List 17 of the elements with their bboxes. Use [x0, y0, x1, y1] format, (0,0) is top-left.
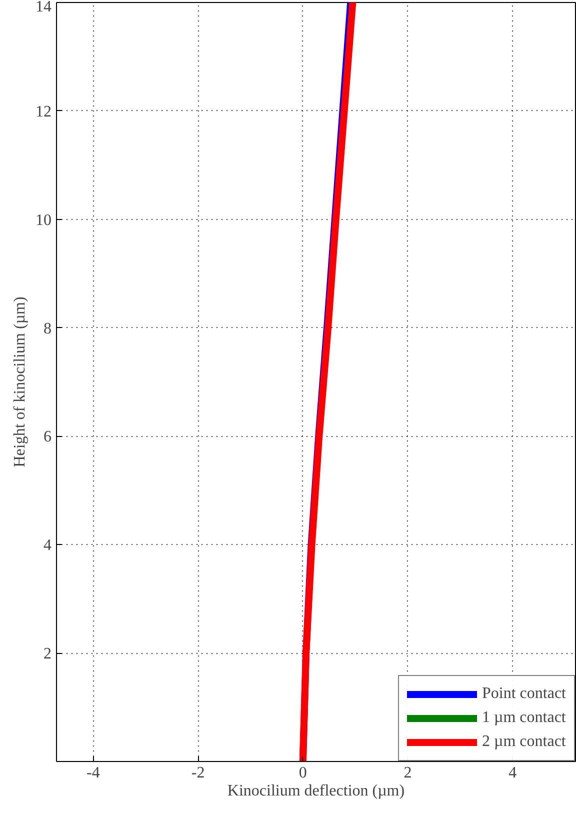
legend-label: 1 µm contact: [482, 709, 566, 727]
y-tick-label: 10: [36, 212, 52, 229]
x-tick-label: -2: [191, 764, 205, 782]
legend-label: 2 µm contact: [482, 733, 566, 751]
y-axis-title: Height of kinocilium (µm): [12, 296, 28, 468]
y-tick-label: 12: [36, 103, 52, 120]
x-tick-label: 0: [298, 764, 307, 782]
x-tick-label: -4: [86, 764, 100, 782]
x-axis-title: Kinocilium deflection (µm): [227, 782, 405, 800]
x-tick-label: 2: [404, 764, 412, 782]
y-tick-label: 6: [44, 428, 52, 446]
legend-label: Point contact: [482, 685, 566, 703]
y-tick-label: 2: [44, 646, 52, 663]
x-tick-label: 4: [508, 764, 517, 782]
y-tick-label: 14: [36, 0, 52, 16]
y-tick-label: 4: [44, 537, 52, 554]
y-tick-label: 8: [44, 320, 52, 338]
